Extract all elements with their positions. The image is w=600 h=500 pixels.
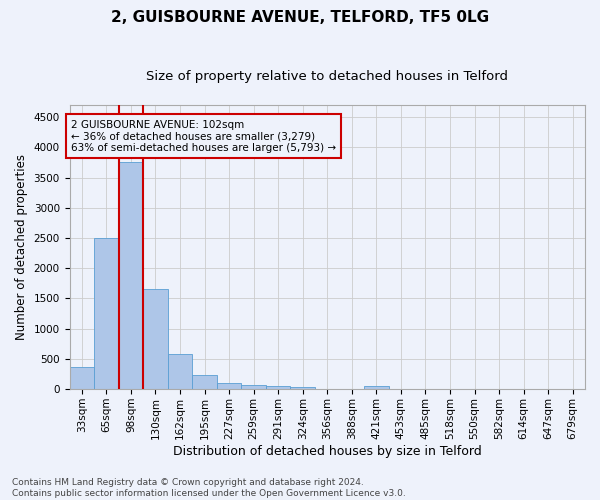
Bar xyxy=(290,387,315,389)
Bar xyxy=(241,384,266,389)
Title: Size of property relative to detached houses in Telford: Size of property relative to detached ho… xyxy=(146,70,508,83)
Bar xyxy=(192,376,217,389)
Bar xyxy=(143,290,168,389)
Bar xyxy=(94,238,119,389)
Bar xyxy=(119,162,143,389)
Text: 2, GUISBOURNE AVENUE, TELFORD, TF5 0LG: 2, GUISBOURNE AVENUE, TELFORD, TF5 0LG xyxy=(111,10,489,25)
Bar xyxy=(364,386,389,389)
X-axis label: Distribution of detached houses by size in Telford: Distribution of detached houses by size … xyxy=(173,444,482,458)
Text: Contains HM Land Registry data © Crown copyright and database right 2024.
Contai: Contains HM Land Registry data © Crown c… xyxy=(12,478,406,498)
Y-axis label: Number of detached properties: Number of detached properties xyxy=(15,154,28,340)
Bar xyxy=(168,354,192,389)
Bar xyxy=(70,366,94,389)
Bar xyxy=(266,386,290,389)
Text: 2 GUISBOURNE AVENUE: 102sqm
← 36% of detached houses are smaller (3,279)
63% of : 2 GUISBOURNE AVENUE: 102sqm ← 36% of det… xyxy=(71,120,336,152)
Bar xyxy=(217,383,241,389)
